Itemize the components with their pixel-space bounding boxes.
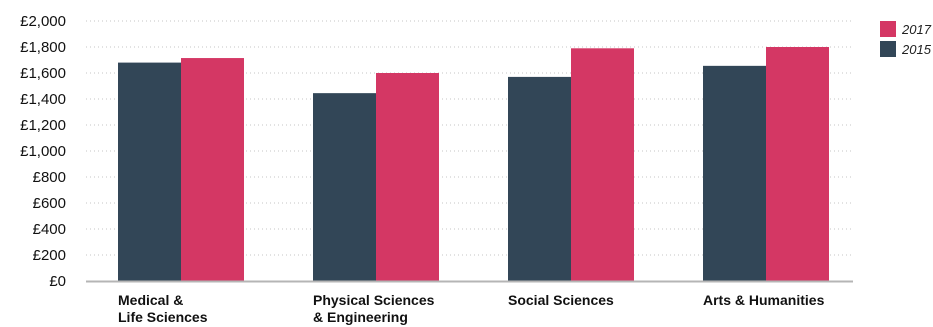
legend-swatch-2017: [880, 21, 896, 37]
y-tick-label: £400: [33, 221, 66, 238]
x-axis-category-labels: Medical &Life Sciences Physical Sciences&…: [118, 292, 825, 325]
x-category-label: Life Sciences: [118, 309, 208, 325]
legend: 2017 2015: [880, 21, 932, 57]
y-tick-label: £600: [33, 195, 66, 212]
x-category-label: Physical Sciences: [313, 292, 435, 308]
bar-2017: [766, 47, 829, 281]
y-tick-label: £1,400: [20, 91, 66, 108]
bar-2017: [181, 58, 244, 281]
legend-label-2017: 2017: [901, 22, 932, 37]
bar-2015: [703, 65, 766, 281]
y-tick-label: £1,200: [20, 117, 66, 134]
y-tick-label: £1,600: [20, 65, 66, 82]
y-tick-label: £200: [33, 247, 66, 264]
bar-2015: [508, 76, 571, 282]
bar-2017: [376, 73, 439, 281]
bars: [118, 47, 829, 282]
x-category-label: Social Sciences: [508, 292, 614, 308]
x-category-label: & Engineering: [313, 309, 408, 325]
bar-2017: [571, 48, 634, 281]
legend-swatch-2015: [880, 41, 896, 57]
y-axis-tick-labels: £0 £200 £400 £600 £800 £1,000 £1,200 £1,400 £1,6…: [20, 13, 66, 290]
y-tick-label: £2,000: [20, 13, 66, 30]
y-tick-label: £800: [33, 169, 66, 186]
bar-2015: [313, 93, 376, 282]
legend-label-2015: 2015: [901, 42, 932, 57]
bar-2015: [118, 62, 181, 281]
x-category-label: Arts & Humanities: [703, 292, 825, 308]
x-category-label: Medical &: [118, 292, 183, 308]
y-tick-label: £1,000: [20, 143, 66, 160]
y-tick-label: £1,800: [20, 39, 66, 56]
y-tick-label: £0: [49, 273, 66, 290]
